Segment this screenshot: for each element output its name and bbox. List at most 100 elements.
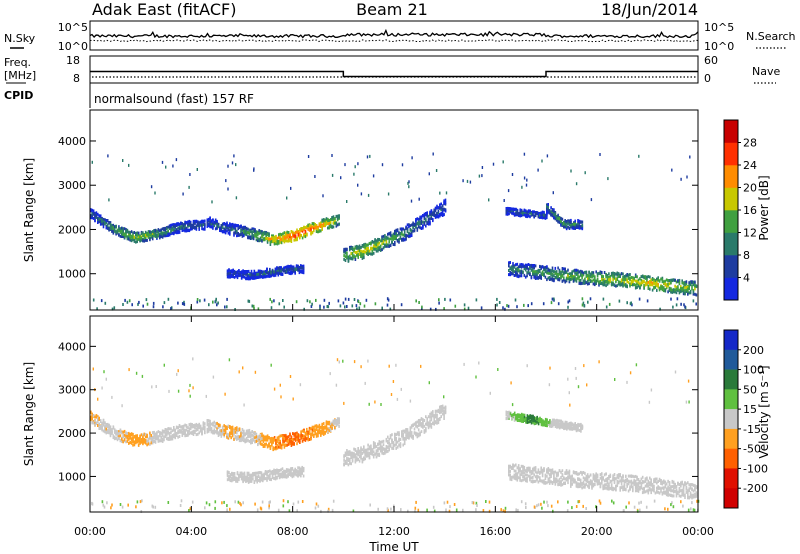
echo-cell [257, 230, 259, 234]
echo-cell [191, 224, 193, 228]
echo-cell [564, 225, 566, 229]
echo-cell [185, 433, 188, 437]
echo-cell [371, 448, 374, 452]
echo-cell [278, 437, 280, 441]
echo-cell [182, 224, 185, 227]
echo-cell [661, 280, 664, 284]
echo-cell [649, 287, 651, 291]
echo-cell [349, 450, 351, 454]
echo-cell [301, 434, 304, 438]
echo-cell [252, 474, 254, 478]
echo-cell [197, 423, 199, 427]
echo-cell [422, 220, 424, 224]
echo-cell [231, 227, 234, 231]
echo-cell [303, 430, 305, 433]
echo-cell [578, 270, 581, 274]
echo-cell [357, 458, 359, 461]
echo-cell [374, 245, 376, 249]
colorbar-tick-label: 8 [743, 249, 750, 262]
echo-cell [230, 228, 232, 232]
echo-cell [228, 269, 230, 273]
echo-cell [314, 225, 316, 229]
echo-cell [226, 221, 228, 225]
echo-cell [526, 210, 528, 214]
echo-cell [170, 224, 172, 228]
echo-cell [221, 425, 224, 429]
echo-cell [663, 280, 665, 284]
echo-cell [268, 237, 270, 241]
echo-cell [670, 280, 672, 284]
echo-cell [537, 271, 540, 275]
echo-cell [238, 478, 240, 482]
echo-cell [170, 435, 172, 439]
echo-cell [625, 284, 627, 288]
echo-cell [565, 227, 568, 231]
echo-cell [278, 435, 280, 439]
echo-cell [153, 434, 155, 438]
echo-cell [121, 229, 123, 233]
echo-cell [512, 266, 514, 270]
echo-cell [290, 439, 293, 443]
echo-cell [296, 230, 298, 234]
echo-cell [318, 423, 321, 427]
echo-cell [421, 307, 423, 311]
echo-cell [181, 430, 184, 434]
echo-cell [436, 416, 438, 420]
echo-cell [425, 224, 427, 228]
echo-cell [293, 432, 295, 436]
echo-cell [139, 440, 141, 443]
echo-cell [253, 270, 256, 273]
echo-cell [670, 297, 672, 301]
echo-cell [207, 427, 210, 431]
echo-cell [180, 425, 182, 429]
echo-cell [351, 248, 354, 252]
echo-cell [257, 443, 259, 446]
echo-cell [398, 431, 400, 435]
echo-cell [398, 240, 400, 244]
echo-cell [605, 305, 608, 309]
echo-cell [245, 478, 247, 482]
echo-cell [592, 278, 595, 282]
echo-cell [509, 210, 512, 214]
echo-cell [262, 275, 264, 279]
echo-cell [365, 247, 368, 250]
echo-cell [418, 197, 420, 201]
echo-cell [626, 273, 628, 276]
echo-cell [147, 231, 150, 235]
echo-cell [328, 420, 331, 424]
echo-cell [173, 435, 175, 439]
echo-cell [647, 286, 650, 290]
echo-cell [247, 478, 250, 482]
echo-cell [667, 290, 669, 294]
echo-cell [264, 275, 267, 279]
echo-cell [259, 273, 261, 277]
echo-cell [113, 225, 116, 229]
echo-cell [588, 282, 590, 286]
echo-cell [232, 275, 234, 279]
echo-cell [94, 419, 96, 423]
echo-cell [565, 220, 568, 223]
echo-cell [375, 246, 378, 250]
cpid-text: normalsound (fast) 157 RF [94, 92, 254, 106]
echo-cell [209, 419, 211, 423]
echo-cell [216, 303, 218, 307]
echo-cell [402, 238, 404, 242]
echo-cell [236, 426, 238, 430]
colorbar-swatch [724, 187, 738, 211]
echo-cell [347, 450, 350, 454]
echo-cell [335, 420, 338, 424]
echo-cell [204, 429, 206, 432]
echo-cell [551, 274, 554, 278]
echo-cell [146, 302, 149, 306]
echo-cell [259, 437, 262, 441]
echo-cell [684, 305, 686, 309]
echo-cell [405, 226, 407, 230]
echo-cell [164, 428, 167, 432]
echo-cell [273, 436, 276, 439]
echo-cell [191, 432, 193, 435]
echo-cell [147, 442, 150, 446]
echo-cell [395, 237, 397, 241]
echo-cell [132, 238, 134, 242]
colorbar-swatch [724, 277, 738, 301]
echo-cell [272, 448, 274, 452]
